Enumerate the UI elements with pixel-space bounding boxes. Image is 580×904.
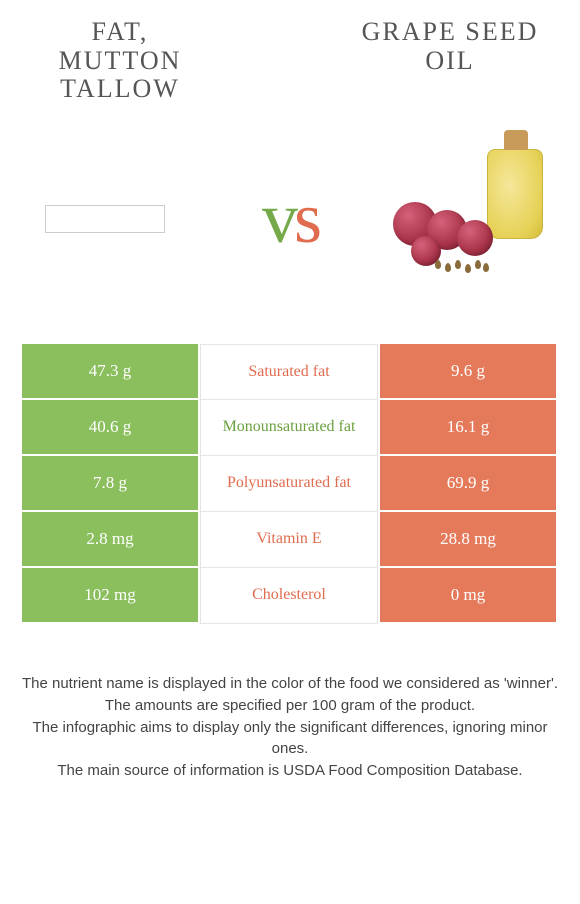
table-row: 2.8 mgVitamin E28.8 mg: [22, 512, 558, 568]
grape-oil-icon: [385, 144, 565, 294]
seeds-icon: [435, 260, 495, 274]
header: Fat, mutton tallow Grape seed oil: [0, 0, 580, 104]
nutrient-label: Monounsaturated fat: [200, 400, 378, 456]
food-title-right: Grape seed oil: [350, 18, 550, 104]
nutrient-label: Cholesterol: [200, 568, 378, 624]
footer-line: The main source of information is USDA F…: [16, 761, 564, 781]
footer-line: The infographic aims to display only the…: [16, 718, 564, 759]
grape-icon: [457, 220, 493, 256]
vs-v: v: [262, 178, 294, 258]
nutrient-label: Vitamin E: [200, 512, 378, 568]
left-value: 2.8 mg: [22, 512, 200, 568]
left-value: 102 mg: [22, 568, 200, 624]
table-row: 102 mgCholesterol0 mg: [22, 568, 558, 624]
oil-bottle-icon: [487, 149, 543, 239]
nutrient-label: Polyunsaturated fat: [200, 456, 378, 512]
vs-s: s: [294, 178, 318, 258]
placeholder-icon: [45, 205, 165, 233]
footer-line: The nutrient name is displayed in the co…: [16, 674, 564, 694]
nutrient-label: Saturated fat: [200, 344, 378, 400]
nutrient-table: 47.3 gSaturated fat9.6 g40.6 gMonounsatu…: [22, 344, 558, 624]
left-value: 7.8 g: [22, 456, 200, 512]
vs-label: vs: [262, 177, 318, 260]
table-row: 47.3 gSaturated fat9.6 g: [22, 344, 558, 400]
left-value: 47.3 g: [22, 344, 200, 400]
table-row: 40.6 gMonounsaturated fat16.1 g: [22, 400, 558, 456]
images-row: vs: [0, 104, 580, 324]
right-value: 69.9 g: [378, 456, 556, 512]
footer-line: The amounts are specified per 100 gram o…: [16, 696, 564, 716]
left-food-image: [10, 129, 200, 309]
footer-notes: The nutrient name is displayed in the co…: [0, 674, 580, 781]
right-value: 16.1 g: [378, 400, 556, 456]
table-row: 7.8 gPolyunsaturated fat69.9 g: [22, 456, 558, 512]
right-value: 9.6 g: [378, 344, 556, 400]
left-value: 40.6 g: [22, 400, 200, 456]
right-food-image: [380, 129, 570, 309]
right-value: 28.8 mg: [378, 512, 556, 568]
right-value: 0 mg: [378, 568, 556, 624]
food-title-left: Fat, mutton tallow: [30, 18, 210, 104]
